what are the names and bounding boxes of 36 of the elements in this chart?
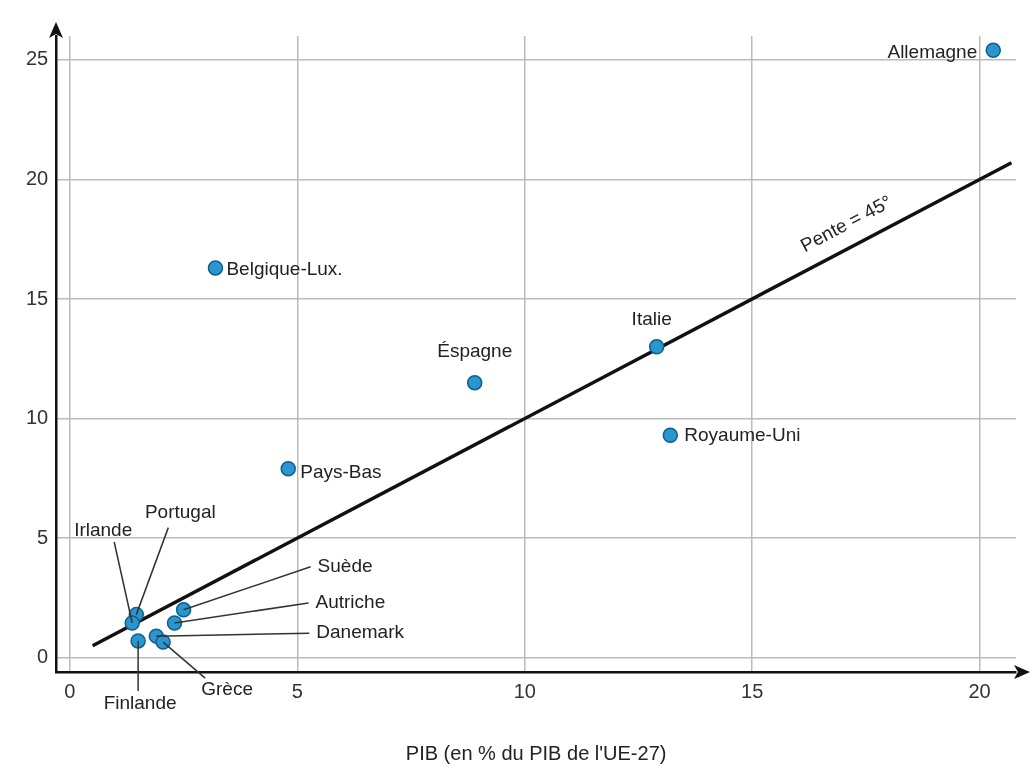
annotation: Danemark bbox=[316, 621, 405, 643]
point bbox=[207, 260, 224, 276]
y-tick-label: 25 bbox=[26, 47, 49, 70]
x-tick-label: 5 bbox=[291, 679, 303, 702]
point bbox=[166, 615, 183, 631]
x-tick-label: 0 bbox=[64, 679, 76, 702]
y-tick-label: 15 bbox=[26, 286, 49, 309]
point bbox=[130, 633, 146, 649]
point bbox=[648, 339, 665, 355]
x-tick-label: 10 bbox=[513, 679, 536, 702]
annotation: Éspagne bbox=[437, 339, 513, 361]
point bbox=[280, 461, 296, 477]
annotation: Belgique-Lux. bbox=[226, 258, 343, 280]
annotation: Grèce bbox=[201, 678, 254, 700]
annotation: Pays-Bas bbox=[300, 461, 382, 482]
point bbox=[985, 42, 1002, 59]
y-tick-label: 10 bbox=[26, 406, 49, 429]
annotation: Autriche bbox=[315, 591, 386, 613]
annotation: Irlande bbox=[74, 519, 133, 541]
point bbox=[662, 427, 679, 444]
point bbox=[124, 615, 140, 631]
point bbox=[466, 374, 483, 391]
x-tick-label: 20 bbox=[968, 679, 991, 702]
annotation: Pente = 45° bbox=[796, 190, 896, 256]
x-tick-label: 15 bbox=[741, 679, 764, 702]
annotation: Finlande bbox=[103, 692, 177, 714]
annotation: Allemagne bbox=[887, 40, 978, 62]
y-tick-label: 20 bbox=[26, 166, 49, 189]
y-tick-label: 5 bbox=[37, 525, 49, 548]
point bbox=[175, 602, 192, 618]
annotation: Portugal bbox=[144, 500, 216, 522]
annotation: Italie bbox=[631, 308, 672, 330]
y-tick-label: 0 bbox=[37, 645, 49, 668]
x-axis-title: PIB (en % du PIB de l'UE-27) bbox=[405, 741, 667, 764]
annotation: Suède bbox=[317, 555, 373, 577]
annotation: Royaume-Uni bbox=[684, 423, 801, 445]
